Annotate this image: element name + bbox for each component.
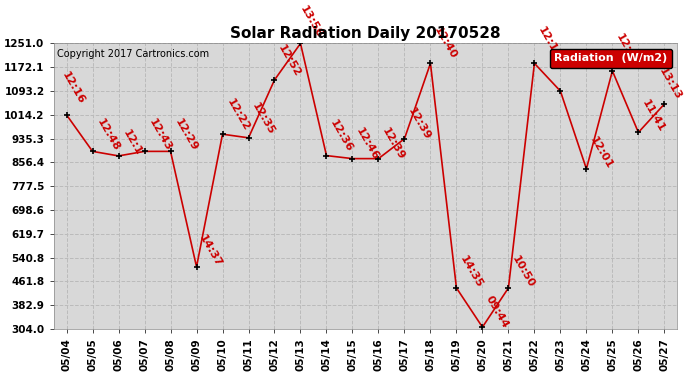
Text: 12:35: 12:35 <box>250 101 276 136</box>
Text: 11:41: 11:41 <box>640 98 666 134</box>
Text: 12:18: 12:18 <box>613 32 640 68</box>
Text: Copyright 2017 Cartronics.com: Copyright 2017 Cartronics.com <box>57 49 209 59</box>
Text: 13:13: 13:13 <box>657 66 683 101</box>
Text: 12:15: 12:15 <box>535 25 562 60</box>
Text: 12:52: 12:52 <box>276 43 302 78</box>
Text: 12:16: 12:16 <box>60 70 86 106</box>
Text: 12:39: 12:39 <box>406 106 432 142</box>
Text: 12:48: 12:48 <box>95 117 121 153</box>
Text: 13:56: 13:56 <box>298 4 324 40</box>
Title: Solar Radiation Daily 20170528: Solar Radiation Daily 20170528 <box>230 26 501 41</box>
Text: 12:39: 12:39 <box>380 126 406 162</box>
Legend: Radiation  (W/m2): Radiation (W/m2) <box>550 49 672 68</box>
Text: 12:22: 12:22 <box>225 97 252 133</box>
Text: 12:1: 12:1 <box>121 128 144 158</box>
Text: 12:29: 12:29 <box>173 117 199 153</box>
Text: 14:37: 14:37 <box>197 232 223 268</box>
Text: 09:44: 09:44 <box>484 294 511 330</box>
Text: 10:50: 10:50 <box>510 254 536 290</box>
Text: 12:43: 12:43 <box>147 117 174 153</box>
Text: 12:36: 12:36 <box>328 118 354 154</box>
Text: 12:46: 12:46 <box>354 126 380 162</box>
Text: 12:40: 12:40 <box>432 25 458 60</box>
Text: 14:35: 14:35 <box>457 254 484 290</box>
Text: 12:01: 12:01 <box>588 135 614 170</box>
